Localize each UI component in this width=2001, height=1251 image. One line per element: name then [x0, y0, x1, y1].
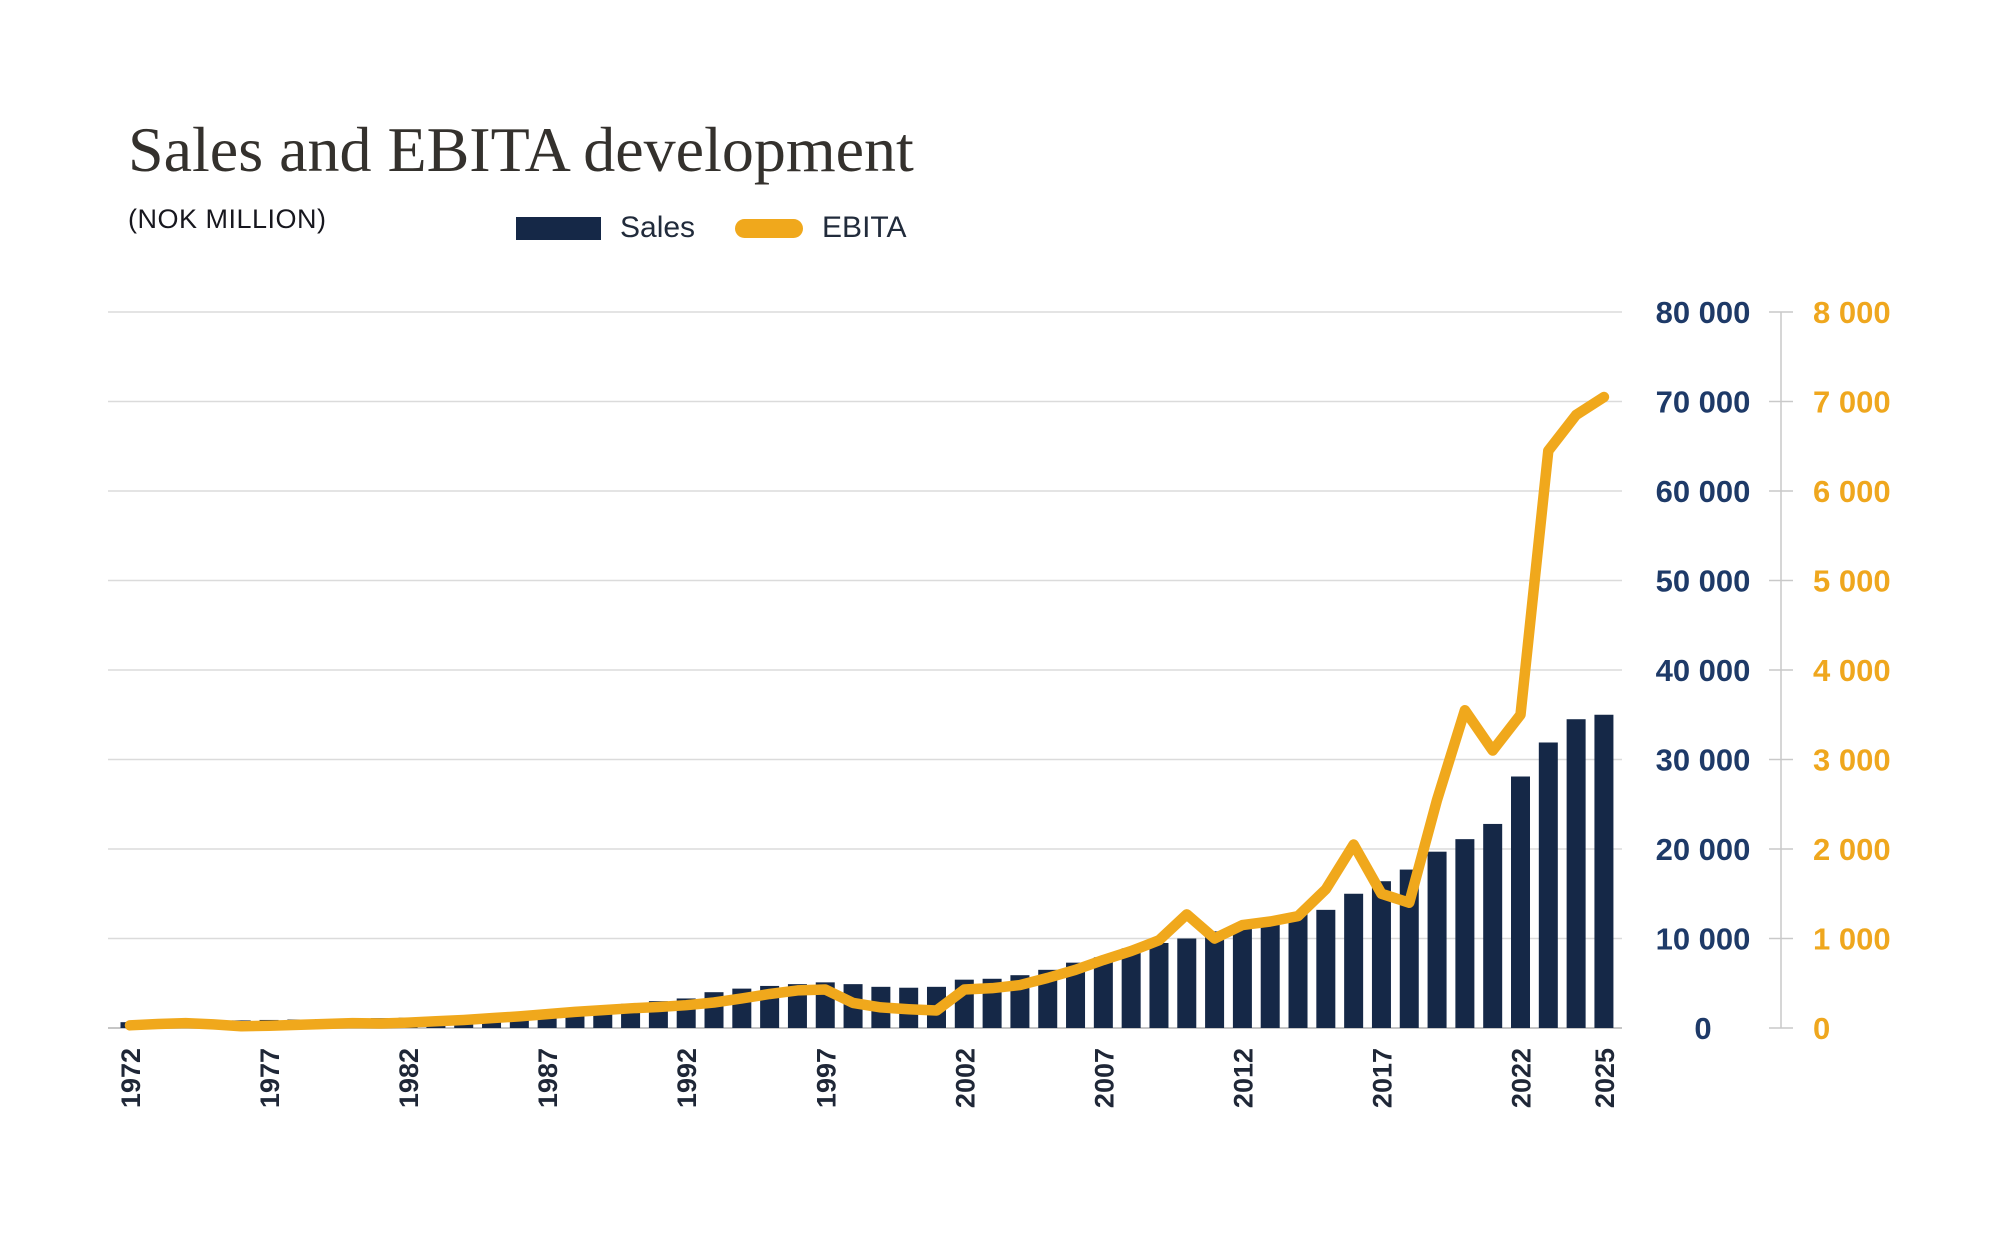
sales-bar-2011 — [1205, 931, 1225, 1028]
page-title: Sales and EBITA development — [128, 114, 914, 185]
x-axis-label-2002: 2002 — [950, 1048, 980, 1108]
sales-bar-2006 — [1066, 962, 1086, 1028]
sales-bar-2008 — [1121, 948, 1141, 1028]
sales-axis-label: 70 000 — [1656, 385, 1751, 420]
ebita-legend-label: EBITA — [822, 211, 907, 244]
ebita-axis-label: 4 000 — [1813, 653, 1891, 688]
sales-legend-swatch — [516, 216, 601, 240]
sales-axis-labels: 0 10 000 20 000 30 000 40 000 50 000 60 000 70 … — [1656, 295, 1751, 1046]
x-axis-label-2012: 2012 — [1228, 1048, 1258, 1108]
x-axis-labels: 1972 1977 1982 1987 1992 1997 2002 2007 2012 2017… — [116, 1048, 1620, 1108]
x-axis-label-1977: 1977 — [255, 1048, 285, 1108]
sales-axis-label: 0 — [1694, 1011, 1711, 1046]
ebita-axis-label: 6 000 — [1813, 474, 1891, 509]
sales-bar-2023 — [1538, 742, 1558, 1028]
sales-axis-label: 10 000 — [1656, 922, 1751, 957]
chart-unit-label: (NOK MILLION) — [128, 204, 327, 234]
ebita-axis-label: 2 000 — [1813, 832, 1891, 867]
ebita-axis-label: 3 000 — [1813, 743, 1891, 778]
sales-bar-2015 — [1316, 909, 1336, 1028]
sales-bar-2007 — [1093, 957, 1113, 1028]
ebita-axis-label: 0 — [1813, 1011, 1830, 1046]
ebita-axis-label: 7 000 — [1813, 385, 1891, 420]
ebita-line — [124, 391, 1610, 1032]
chart-legend: Sales EBITA — [516, 210, 907, 246]
sales-bar-2021 — [1483, 823, 1503, 1028]
x-axis-label-1997: 1997 — [811, 1048, 841, 1108]
sales-bar-2010 — [1177, 938, 1197, 1028]
sales-bar-2018 — [1399, 869, 1419, 1028]
x-axis-label-2007: 2007 — [1089, 1048, 1119, 1108]
x-axis-label-2017: 2017 — [1367, 1048, 1397, 1108]
sales-axis-label: 50 000 — [1656, 564, 1751, 599]
sales-bar-2017 — [1371, 881, 1391, 1028]
sales-axis-label: 80 000 — [1656, 295, 1751, 330]
sales-bar-2016 — [1344, 893, 1364, 1028]
sales-bars — [120, 714, 1614, 1028]
sales-axis-label: 60 000 — [1656, 474, 1751, 509]
sales-bar-2019 — [1427, 851, 1447, 1028]
y-axis-ticks — [1769, 311, 1793, 1029]
sales-legend-label: Sales — [620, 211, 696, 244]
ebita-axis-label: 5 000 — [1813, 564, 1891, 599]
x-axis-label-1982: 1982 — [394, 1048, 424, 1108]
sales-bar-2013 — [1260, 921, 1280, 1028]
ebita-axis-labels: 0 1 000 2 000 3 000 4 000 5 000 6 000 7 000 8 00… — [1813, 295, 1891, 1046]
y-gridlines — [108, 311, 1622, 940]
ebita-axis-label: 8 000 — [1813, 295, 1891, 330]
sales-axis-label: 30 000 — [1656, 743, 1751, 778]
ebita-axis-label: 1 000 — [1813, 922, 1891, 957]
sales-bar-2022 — [1511, 776, 1530, 1028]
sales-bar-2020 — [1455, 839, 1475, 1028]
sales-bar-2025 — [1594, 714, 1614, 1028]
x-axis-label-1992: 1992 — [672, 1048, 702, 1108]
x-axis-label-1972: 1972 — [116, 1048, 146, 1108]
x-axis-label-2025: 2025 — [1590, 1048, 1620, 1108]
sales-bar-2024 — [1566, 719, 1586, 1028]
x-axis-label-1987: 1987 — [533, 1048, 563, 1108]
sales-axis-label: 40 000 — [1656, 653, 1751, 688]
x-axis-label-2022: 2022 — [1507, 1048, 1537, 1108]
sales-axis-label: 20 000 — [1656, 832, 1751, 867]
sales-bar-2009 — [1149, 942, 1169, 1028]
sales-bar-2012 — [1232, 925, 1252, 1028]
sales-bar-2014 — [1288, 913, 1308, 1028]
ebita-legend-swatch — [735, 218, 804, 238]
